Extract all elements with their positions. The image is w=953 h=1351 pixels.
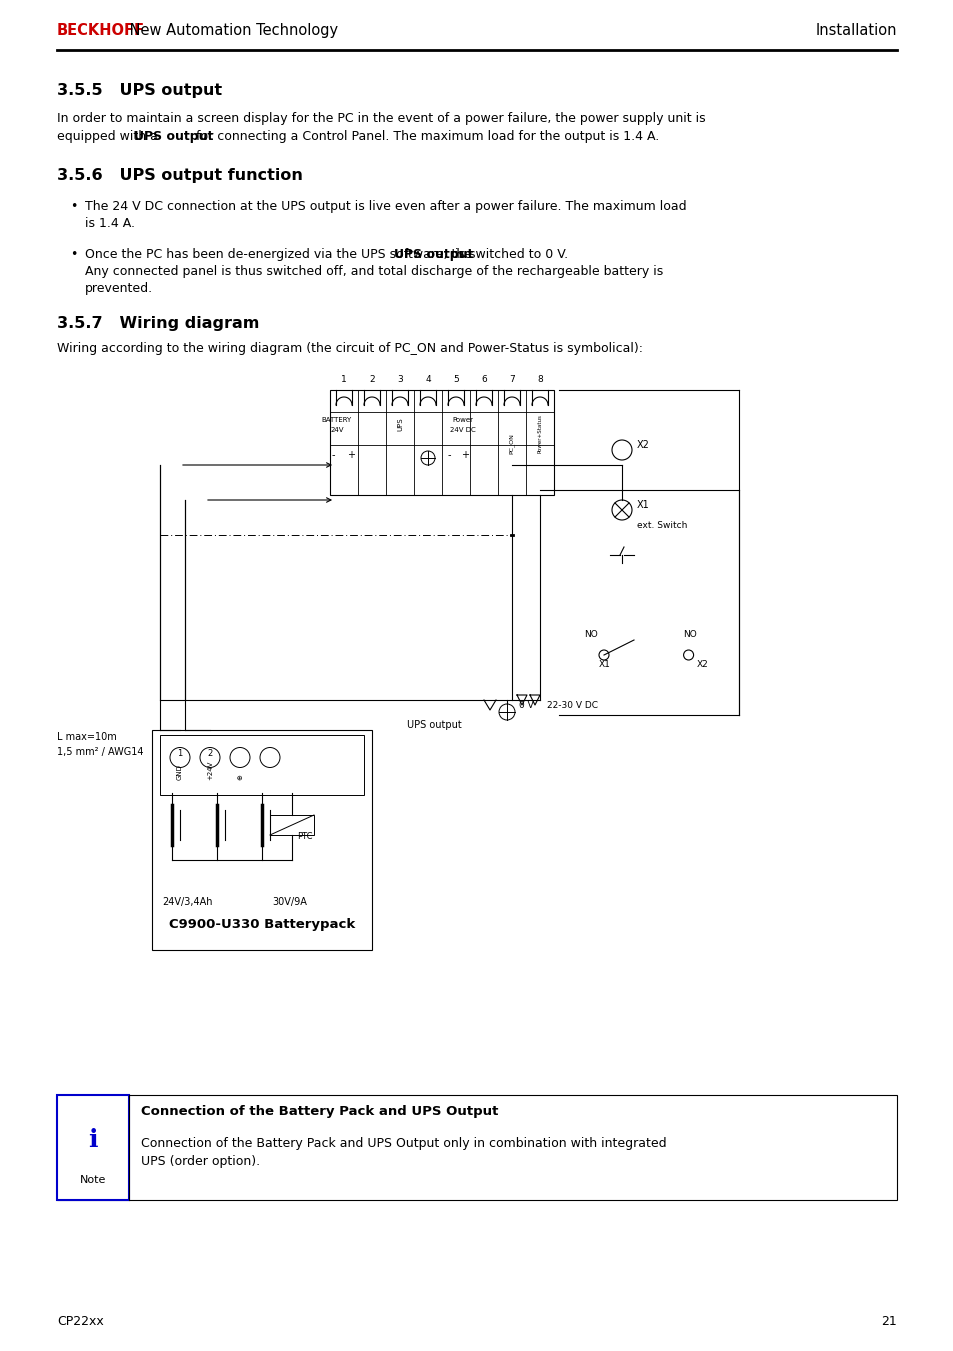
Text: 3.5.6   UPS output function: 3.5.6 UPS output function: [57, 168, 302, 182]
Text: equipped with a: equipped with a: [57, 130, 162, 143]
Text: X2: X2: [637, 440, 649, 450]
Text: is 1.4 A.: is 1.4 A.: [85, 218, 135, 230]
Text: 0 V: 0 V: [518, 701, 533, 711]
Text: Note: Note: [80, 1175, 106, 1185]
Text: BATTERY: BATTERY: [321, 417, 352, 423]
Text: Connection of the Battery Pack and UPS Output: Connection of the Battery Pack and UPS O…: [141, 1105, 497, 1119]
Text: for connecting a Control Panel. The maximum load for the output is 1.4 A.: for connecting a Control Panel. The maxi…: [192, 130, 659, 143]
Text: +: +: [460, 450, 469, 459]
Circle shape: [170, 747, 190, 767]
Bar: [270, 815, 314, 835]
Text: UPS output: UPS output: [407, 720, 461, 730]
Bar: [57, 1096, 896, 1200]
Text: is switched to 0 V.: is switched to 0 V.: [451, 249, 568, 261]
Circle shape: [200, 747, 220, 767]
Text: PTC: PTC: [296, 832, 313, 842]
Bar: [152, 730, 372, 950]
Text: ⊕: ⊕: [236, 774, 243, 781]
Bar: [57, 1096, 129, 1200]
Text: Power+Status: Power+Status: [537, 415, 542, 453]
Text: prevented.: prevented.: [85, 282, 153, 295]
Text: 24V/3,4Ah: 24V/3,4Ah: [162, 897, 213, 907]
Text: UPS output: UPS output: [133, 130, 213, 143]
Text: NO: NO: [583, 630, 598, 639]
Text: 7: 7: [509, 376, 515, 384]
Text: •: •: [70, 249, 77, 261]
Text: 6: 6: [480, 376, 486, 384]
Text: Once the PC has been de-energized via the UPS software, the: Once the PC has been de-energized via th…: [85, 249, 476, 261]
Text: +24V: +24V: [207, 761, 213, 781]
Text: UPS (order option).: UPS (order option).: [141, 1155, 260, 1169]
Circle shape: [683, 650, 693, 661]
Circle shape: [612, 500, 631, 520]
Text: Any connected panel is thus switched off, and total discharge of the rechargeabl: Any connected panel is thus switched off…: [85, 265, 662, 278]
Text: 22-30 V DC: 22-30 V DC: [546, 701, 598, 711]
Text: 8: 8: [537, 376, 542, 384]
Circle shape: [598, 650, 608, 661]
Text: 3.5.5   UPS output: 3.5.5 UPS output: [57, 82, 222, 99]
Text: 30V/9A: 30V/9A: [272, 897, 307, 907]
Text: 2: 2: [207, 748, 213, 758]
Circle shape: [230, 747, 250, 767]
Text: 3.5.7   Wiring diagram: 3.5.7 Wiring diagram: [57, 316, 259, 331]
Text: Connection of the Battery Pack and UPS Output only in combination with integrate: Connection of the Battery Pack and UPS O…: [141, 1138, 666, 1150]
Text: 3: 3: [396, 376, 402, 384]
Circle shape: [420, 451, 435, 465]
Text: 4: 4: [425, 376, 431, 384]
Text: •: •: [70, 200, 77, 213]
Circle shape: [498, 704, 515, 720]
Text: In order to maintain a screen display for the PC in the event of a power failure: In order to maintain a screen display fo…: [57, 112, 705, 126]
Bar: [330, 390, 554, 494]
Circle shape: [260, 747, 280, 767]
Text: 24V: 24V: [330, 427, 343, 434]
Text: L max=10m: L max=10m: [57, 732, 116, 742]
Text: CP22xx: CP22xx: [57, 1315, 104, 1328]
Text: C9900-U330 Batterypack: C9900-U330 Batterypack: [169, 917, 355, 931]
Text: Power: Power: [452, 417, 473, 423]
Text: BECKHOFF: BECKHOFF: [57, 23, 145, 38]
Text: X2: X2: [696, 661, 708, 669]
Text: 1: 1: [341, 376, 347, 384]
Text: ext. Switch: ext. Switch: [637, 521, 687, 530]
Text: Installation: Installation: [815, 23, 896, 38]
Circle shape: [612, 440, 631, 459]
Text: PC_ON: PC_ON: [509, 432, 515, 454]
Text: New Automation Technology: New Automation Technology: [125, 23, 337, 38]
Text: +: +: [347, 450, 355, 459]
Text: UPS output: UPS output: [394, 249, 473, 261]
Text: 21: 21: [881, 1315, 896, 1328]
Text: X1: X1: [637, 500, 649, 509]
Text: GND: GND: [177, 765, 183, 781]
Text: NO: NO: [683, 630, 697, 639]
Text: X1: X1: [598, 661, 610, 669]
Text: i: i: [89, 1128, 97, 1152]
Text: 1,5 mm² / AWG14: 1,5 mm² / AWG14: [57, 747, 143, 757]
Text: 2: 2: [369, 376, 375, 384]
Text: Wiring according to the wiring diagram (the circuit of PC_ON and Power-Status is: Wiring according to the wiring diagram (…: [57, 342, 642, 355]
Bar: [160, 735, 364, 794]
Text: -: -: [331, 450, 335, 459]
Text: 5: 5: [453, 376, 458, 384]
Text: The 24 V DC connection at the UPS output is live even after a power failure. The: The 24 V DC connection at the UPS output…: [85, 200, 686, 213]
Text: 24V DC: 24V DC: [450, 427, 476, 434]
Text: UPS: UPS: [396, 417, 402, 431]
Text: -: -: [447, 450, 450, 459]
Text: 1: 1: [177, 748, 182, 758]
